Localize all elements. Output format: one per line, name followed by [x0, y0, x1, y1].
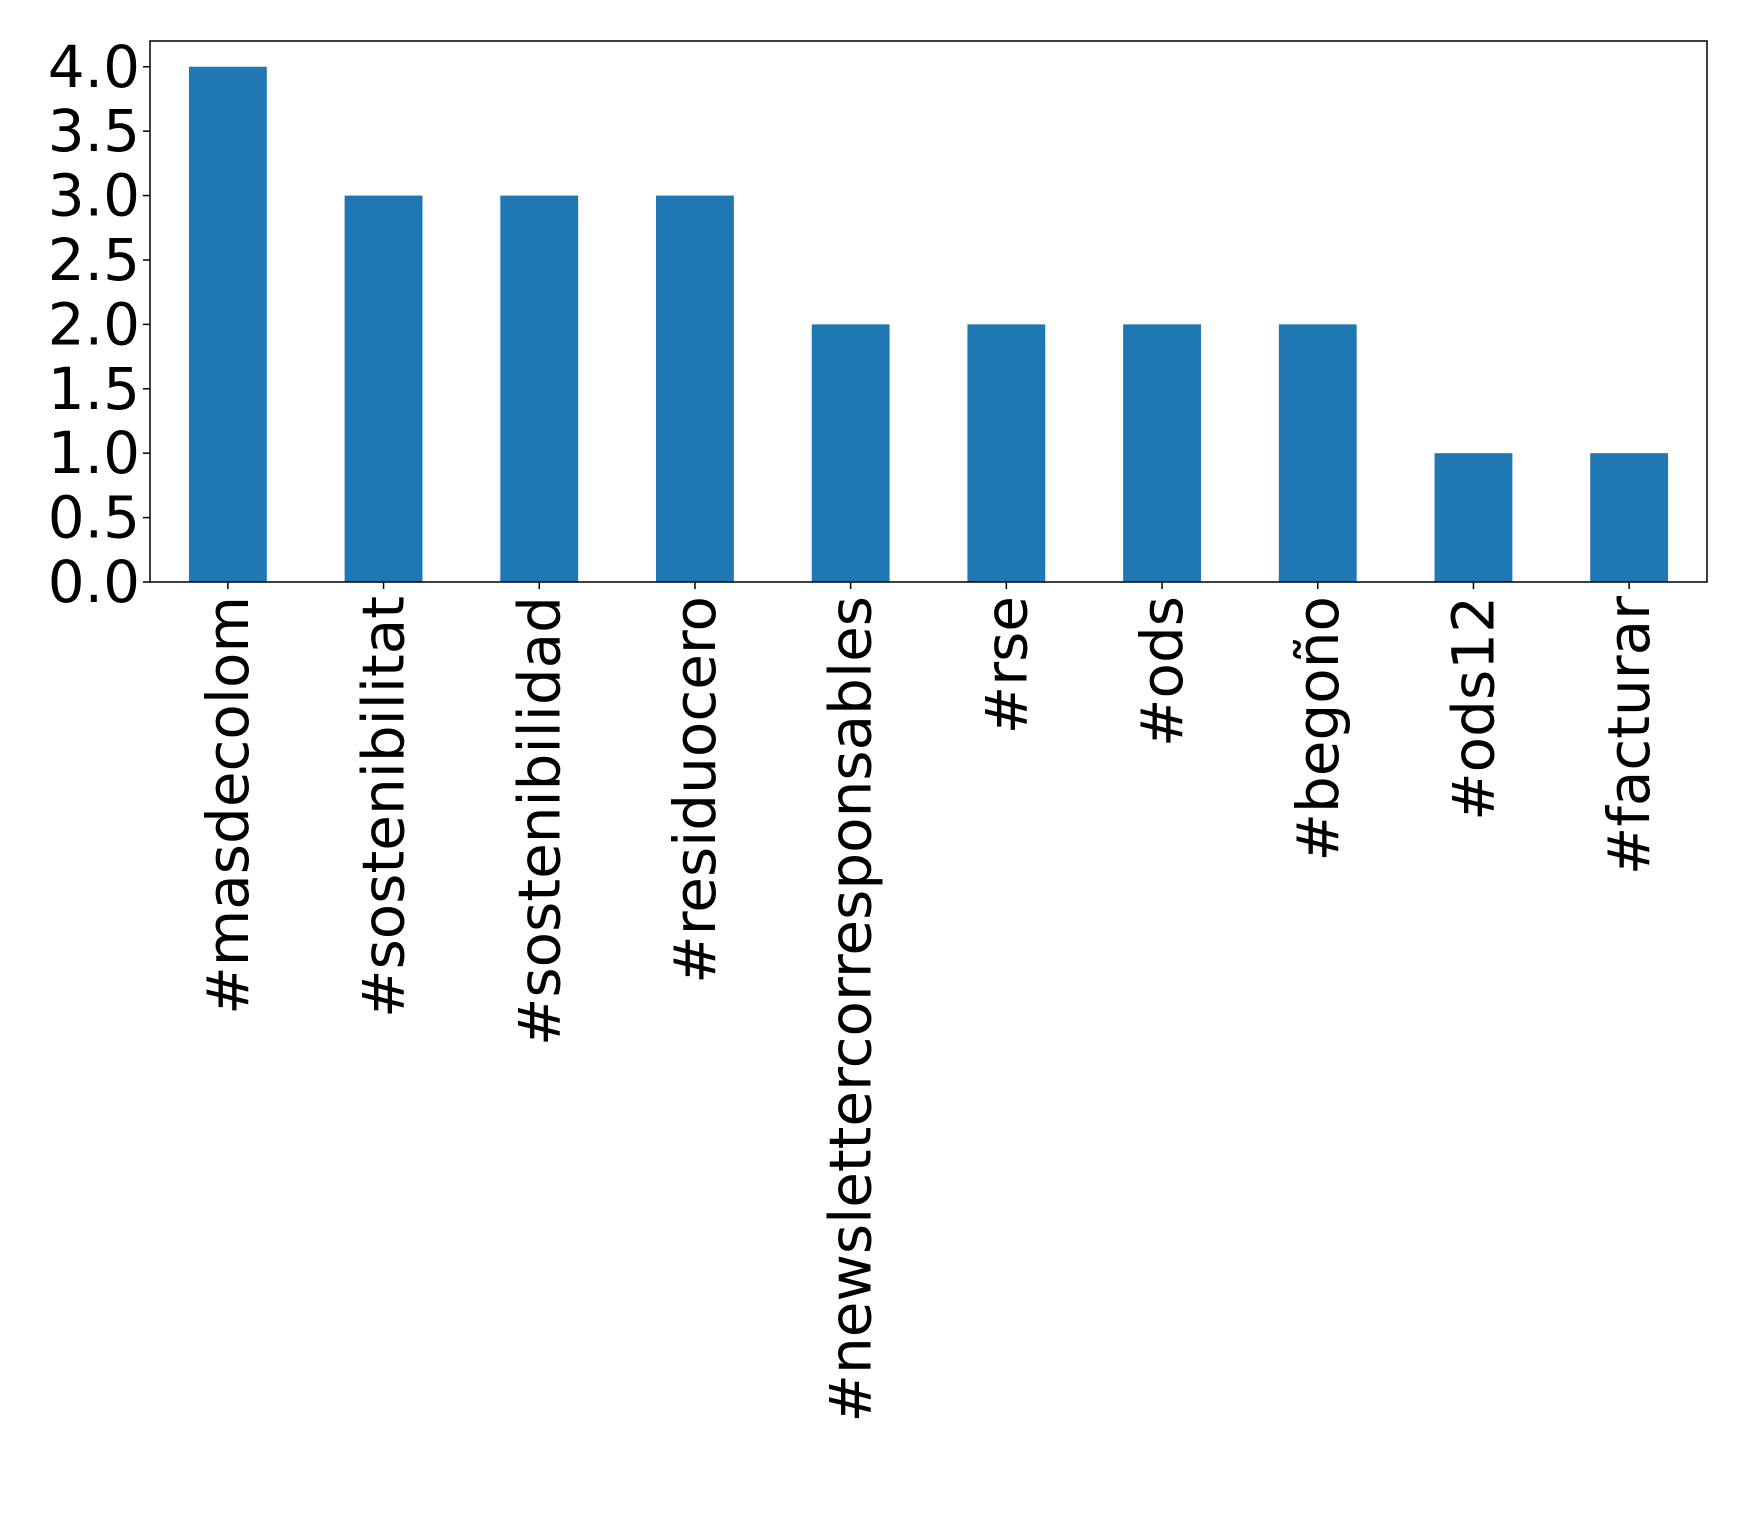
- x-tick-label: #begoño: [1284, 596, 1352, 862]
- x-tick-label: #sostenibilidad: [505, 596, 573, 1046]
- y-tick-label: 0.0: [48, 548, 140, 616]
- y-tick-label: 3.5: [48, 97, 140, 165]
- x-tick-label: #residuocero: [661, 596, 729, 984]
- y-tick-label: 1.5: [48, 355, 140, 423]
- x-tick-label: #newslettercorresponsables: [817, 596, 885, 1423]
- bar-2: [344, 195, 423, 583]
- x-tick-label: #rse: [972, 596, 1040, 734]
- x-tick-label: #sostenibilitat: [350, 596, 418, 1018]
- x-tick-label: #ods: [1128, 596, 1196, 747]
- bars-layer: [188, 66, 1669, 583]
- bar-9: [1434, 453, 1513, 582]
- bar-7: [1123, 324, 1201, 582]
- y-tick-label: 2.5: [48, 226, 140, 294]
- bar-3: [500, 195, 579, 583]
- y-tick-label: 1.0: [48, 419, 140, 487]
- bar-1: [188, 66, 267, 582]
- x-tick-label: #ods12: [1439, 596, 1507, 821]
- y-tick-label: 2.0: [48, 290, 140, 358]
- bar-8: [1278, 324, 1357, 582]
- y-tick-label: 3.0: [48, 162, 140, 230]
- y-axis-ticks: 0.00.51.01.52.02.53.03.54.0: [48, 33, 150, 616]
- y-tick-label: 4.0: [48, 33, 140, 101]
- bar-6: [967, 324, 1046, 582]
- x-tick-label: #masdecolom: [194, 596, 262, 1015]
- x-axis-ticks: #masdecolom #sostenibilitat #sostenibilida…: [194, 582, 1663, 1423]
- bar-4: [656, 195, 734, 583]
- y-tick-label: 0.5: [48, 484, 140, 552]
- bar-5: [811, 324, 890, 582]
- x-tick-label: #facturar: [1595, 596, 1663, 875]
- plot-frame: [149, 40, 1708, 583]
- bar-10: [1590, 453, 1669, 582]
